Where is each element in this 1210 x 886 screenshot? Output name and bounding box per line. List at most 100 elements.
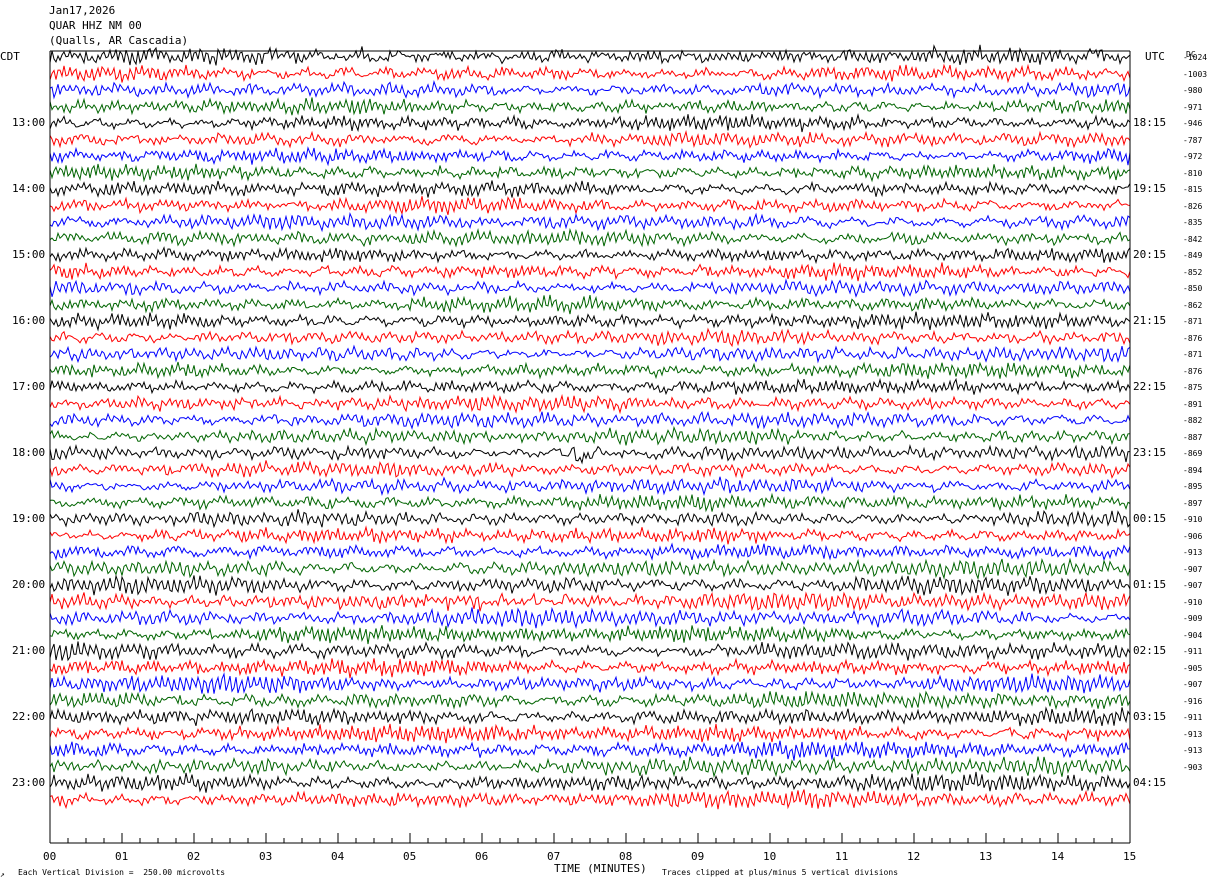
trace-row-10 <box>49 211 1131 233</box>
dc-offset-label: -909 <box>1183 614 1203 623</box>
dc-offset-label: -946 <box>1183 119 1203 128</box>
trace-row-24 <box>49 443 1131 465</box>
dc-offset-label: -972 <box>1183 152 1203 161</box>
right-hour-label: 01:15 <box>1133 578 1167 591</box>
trace-row-42 <box>49 740 1131 761</box>
left-hour-label: 14:00 <box>12 182 46 195</box>
trace-row-25 <box>49 460 1131 479</box>
clip-note: Traces clipped at plus/minus 5 vertical … <box>662 868 899 877</box>
trace-row-39 <box>49 690 1131 711</box>
plot-date: Jan17,2026 <box>49 4 116 17</box>
dc-offset-label: -852 <box>1183 267 1203 277</box>
station-code: QUAR HHZ NM 00 <box>49 19 142 32</box>
dc-offset-label: -862 <box>1183 300 1203 310</box>
dc-offset-label: -875 <box>1183 383 1203 392</box>
trace-row-35 <box>49 624 1131 645</box>
trace-row-33 <box>49 591 1131 612</box>
dc-offset-header: DC <box>1186 50 1196 59</box>
trace-row-38 <box>49 672 1131 694</box>
left-hour-label: 16:00 <box>12 314 46 327</box>
x-tick-label: 05 <box>403 850 417 863</box>
left-hour-label: 18:00 <box>12 446 46 459</box>
trace-row-19 <box>49 361 1131 380</box>
left-hour-label: 22:00 <box>12 710 46 723</box>
trace-row-14 <box>49 278 1131 298</box>
trace-row-37 <box>49 657 1131 679</box>
trace-row-43 <box>49 756 1131 779</box>
dc-offset-label: -910 <box>1183 597 1203 607</box>
left-hour-label: 13:00 <box>12 116 46 129</box>
dc-offset-label: -835 <box>1183 218 1203 227</box>
dc-offset-label: -907 <box>1183 581 1203 590</box>
x-tick-label: 00 <box>43 850 57 863</box>
station-location: (Qualls, AR Cascadia) <box>49 34 189 47</box>
dc-offset-label: -911 <box>1183 647 1203 656</box>
trace-row-44 <box>49 771 1131 793</box>
dc-offset-label: -876 <box>1183 333 1203 343</box>
dc-offset-label: -882 <box>1183 416 1203 425</box>
dc-offset-label: -891 <box>1183 399 1203 409</box>
trace-row-8 <box>49 180 1131 198</box>
right-hour-label: 04:15 <box>1133 776 1167 789</box>
trace-row-34 <box>49 606 1131 629</box>
dc-offset-label: -850 <box>1183 284 1203 293</box>
dc-offset-label: -897 <box>1183 498 1203 508</box>
trace-row-28 <box>49 509 1131 529</box>
trace-row-16 <box>49 311 1131 332</box>
x-tick-label: 08 <box>619 850 633 863</box>
trace-row-18 <box>49 344 1131 364</box>
left-timezone-label: CDT <box>0 50 20 63</box>
x-tick-label: 15 <box>1123 850 1137 863</box>
trace-row-32 <box>49 574 1131 597</box>
trace-row-17 <box>49 327 1131 348</box>
dc-offset-label: -913 <box>1183 548 1203 557</box>
time-axis <box>49 51 1131 844</box>
right-hour-label: 02:15 <box>1133 644 1167 657</box>
x-tick-label: 14 <box>1051 850 1065 863</box>
trace-row-2 <box>49 79 1131 100</box>
x-tick-label: 11 <box>835 850 849 863</box>
right-hour-label: 03:15 <box>1133 710 1167 723</box>
trace-row-22 <box>49 411 1131 430</box>
scale-note: Each Vertical Division = 250.00 microvol… <box>18 868 226 877</box>
trace-row-36 <box>49 641 1131 662</box>
right-hour-label: 19:15 <box>1133 182 1167 195</box>
right-hour-label: 22:15 <box>1133 380 1167 393</box>
trace-row-5 <box>49 129 1131 149</box>
trace-row-26 <box>49 476 1131 497</box>
dc-offset-label: -871 <box>1183 317 1203 326</box>
x-tick-label: 06 <box>475 850 489 863</box>
trace-row-31 <box>49 557 1131 581</box>
trace-row-12 <box>49 246 1131 265</box>
trace-row-6 <box>49 146 1131 167</box>
trace-row-40 <box>49 706 1131 727</box>
right-hour-label: 23:15 <box>1133 446 1167 459</box>
dc-offset-label: -849 <box>1183 251 1203 260</box>
trace-row-20 <box>49 377 1131 396</box>
dc-offset-label: -869 <box>1183 449 1203 458</box>
trace-row-0 <box>49 44 1131 66</box>
left-hour-label: 17:00 <box>12 380 46 393</box>
x-tick-label: 03 <box>259 850 273 863</box>
dc-offset-label: -910 <box>1183 515 1203 524</box>
left-hour-label: 15:00 <box>12 248 46 261</box>
trace-row-15 <box>49 294 1131 315</box>
dc-offset-label: -911 <box>1183 713 1203 722</box>
left-hour-label: 19:00 <box>12 512 46 525</box>
dc-offset-label: -887 <box>1183 432 1203 442</box>
x-tick-label: 07 <box>547 850 561 863</box>
trace-row-4 <box>49 113 1131 133</box>
dc-offset-label: -980 <box>1183 86 1203 95</box>
dc-offset-label: -787 <box>1183 135 1203 145</box>
x-tick-label: 04 <box>331 850 345 863</box>
trace-row-45 <box>49 789 1131 810</box>
trace-row-3 <box>49 97 1131 116</box>
trace-row-27 <box>49 492 1131 513</box>
trace-row-11 <box>49 227 1131 248</box>
dc-offset-label: -871 <box>1183 350 1203 359</box>
right-hour-label: 21:15 <box>1133 314 1167 327</box>
dc-offset-label: -1003 <box>1183 69 1208 79</box>
x-tick-label: 09 <box>691 850 705 863</box>
trace-rows <box>49 44 1131 810</box>
